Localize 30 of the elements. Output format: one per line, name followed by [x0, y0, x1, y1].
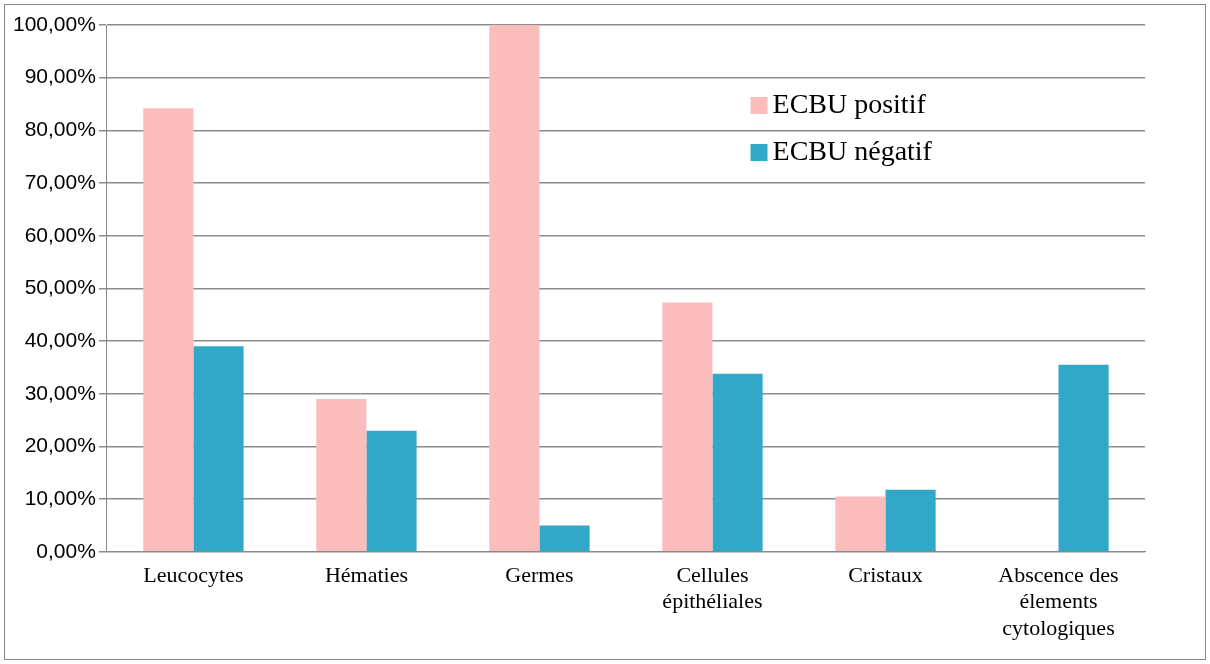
- y-tick-label: 80,00%: [24, 117, 96, 141]
- bar: [366, 430, 417, 552]
- bar: [539, 525, 590, 552]
- bar: [662, 302, 713, 552]
- x-tick-label: Cristaux: [848, 561, 923, 587]
- bar: [193, 346, 244, 552]
- y-tick-label: 70,00%: [24, 169, 96, 193]
- y-tick-label: 0,00%: [36, 538, 96, 562]
- y-tick-label: 90,00%: [24, 64, 96, 88]
- y-tick-label: 20,00%: [24, 433, 96, 457]
- bar: [143, 108, 194, 552]
- bar: [489, 25, 540, 552]
- y-tick-label: 30,00%: [24, 380, 96, 404]
- y-tick-label: 100,00%: [13, 11, 96, 35]
- y-tick-label: 10,00%: [24, 485, 96, 509]
- x-tick-label: Hématies: [324, 561, 408, 587]
- y-tick-label: 40,00%: [24, 327, 96, 351]
- bar: [835, 496, 886, 552]
- bar: [712, 373, 763, 552]
- x-tick-label: Cellules épithéliales: [662, 561, 763, 614]
- legend-label: ECBU négatif: [772, 135, 933, 167]
- y-tick-label: 50,00%: [24, 275, 96, 299]
- y-tick-label: 60,00%: [24, 222, 96, 246]
- bar: [885, 489, 936, 552]
- bar: [316, 399, 367, 552]
- x-tick-label: Leucocytes: [143, 561, 244, 587]
- bar: [1058, 364, 1109, 552]
- x-tick-label: Germes: [505, 561, 574, 587]
- legend-label: ECBU positif: [772, 88, 927, 120]
- x-tick-label: Abscence des élements cytologiques: [998, 561, 1119, 640]
